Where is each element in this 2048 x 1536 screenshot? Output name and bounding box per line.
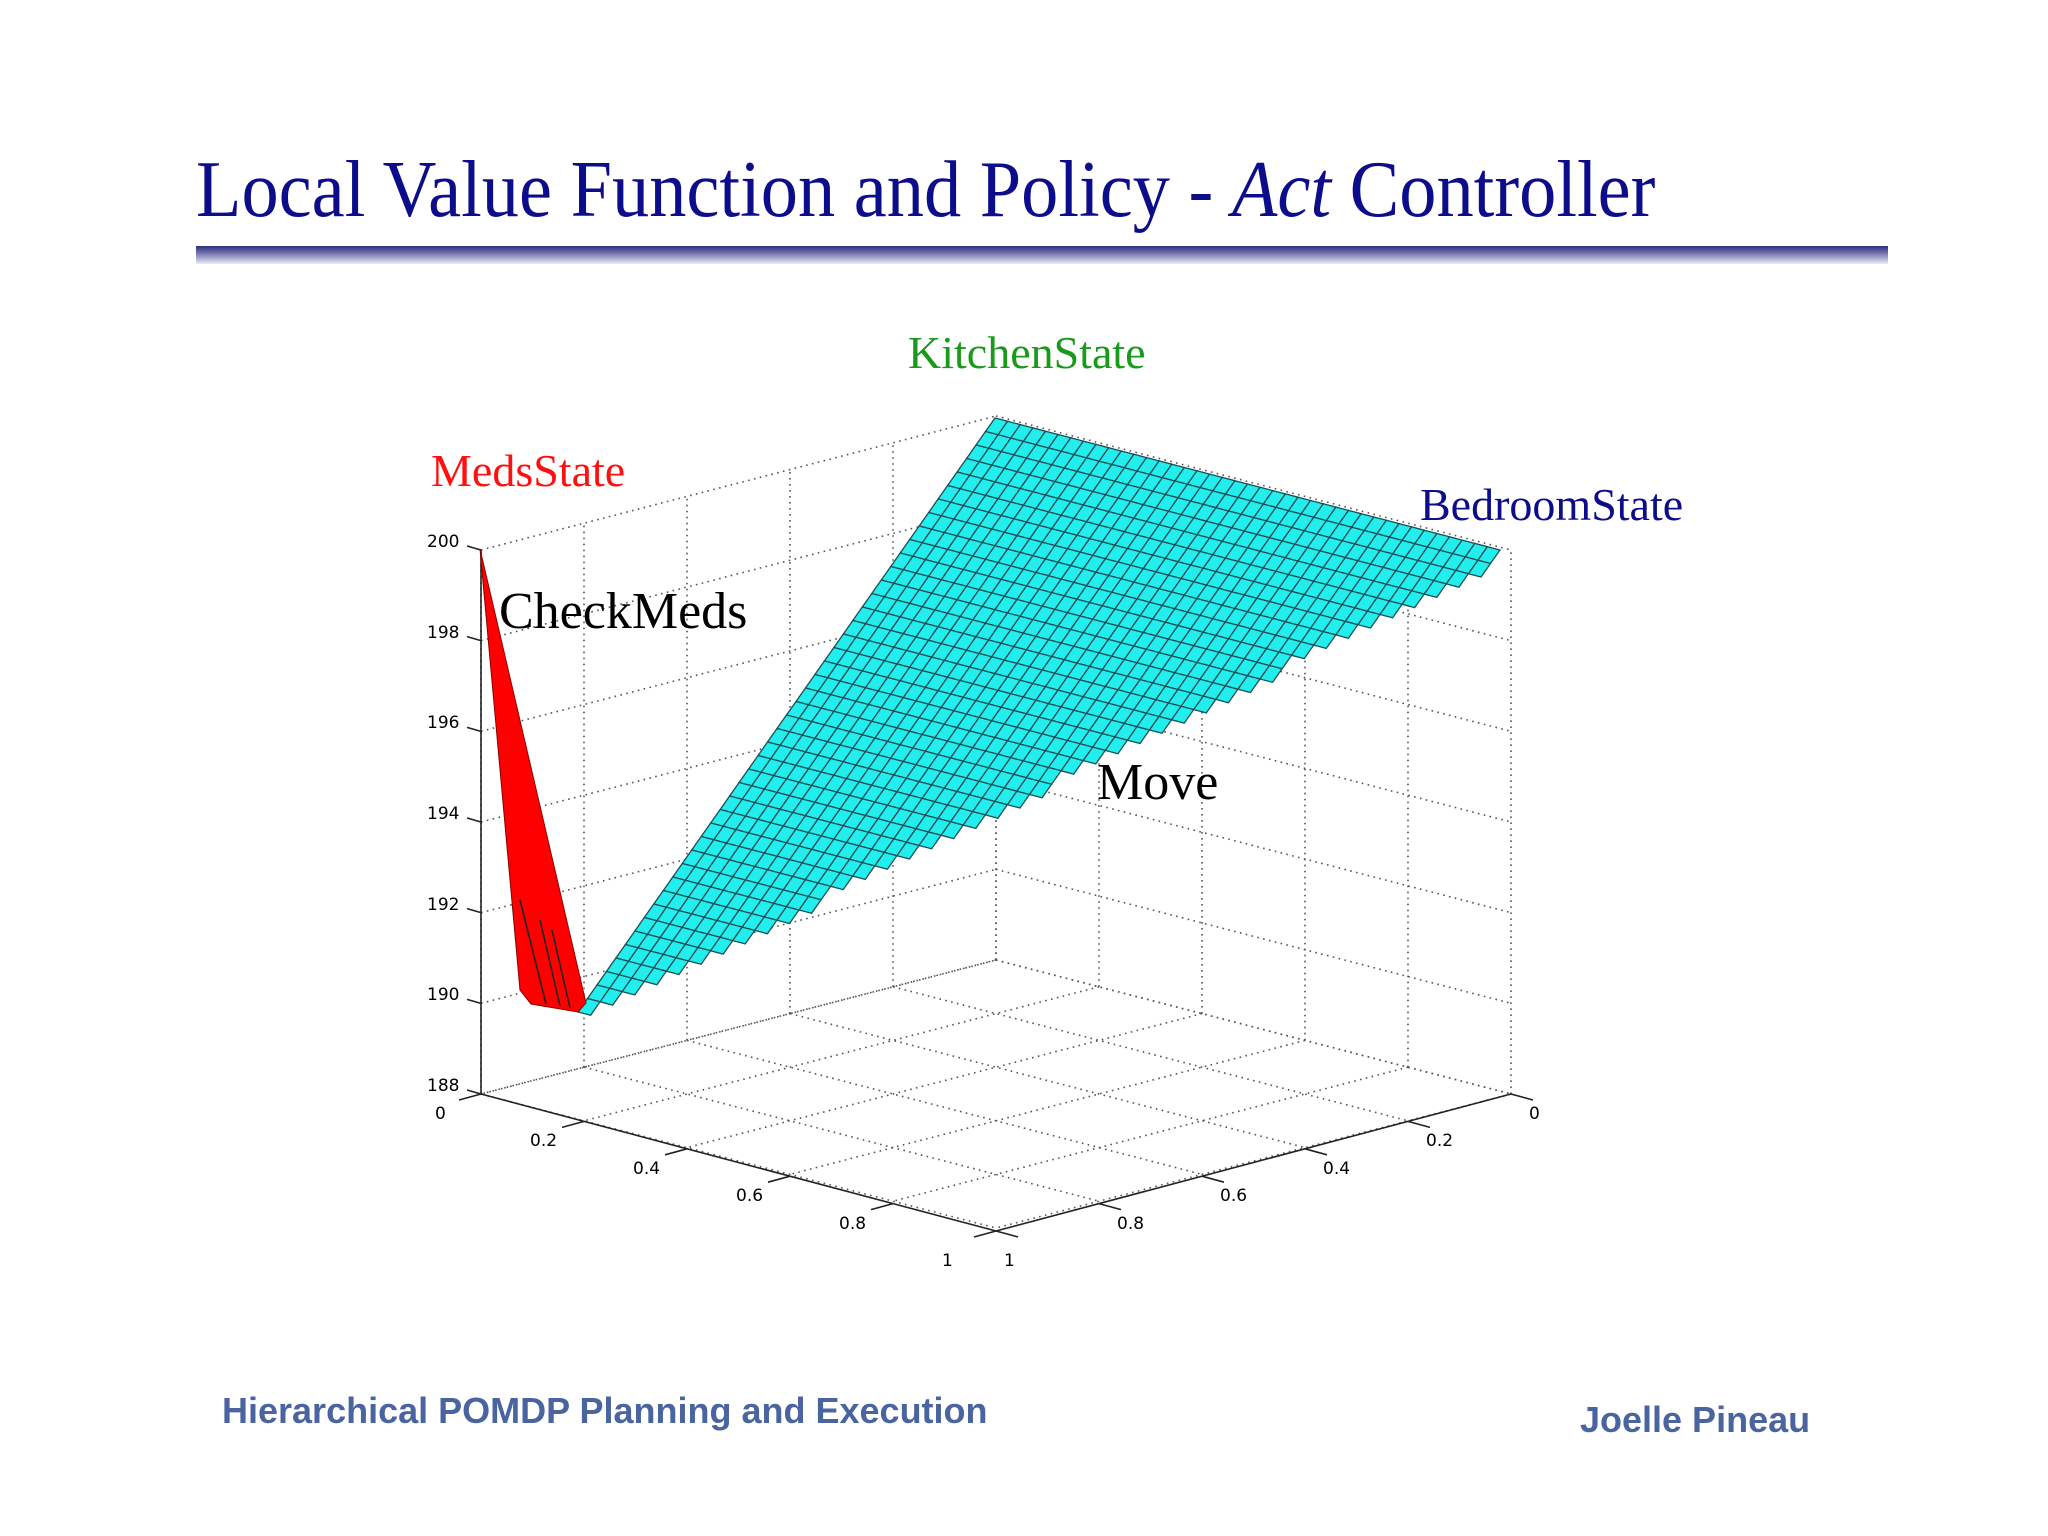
footer-author: Joelle Pineau: [1580, 1399, 1811, 1440]
axes-lines: [458, 545, 1534, 1238]
x-tick-label: 0.8: [839, 1213, 867, 1234]
bedroom-state-label: BedroomState: [1420, 479, 1684, 530]
z-tick-label: 190: [427, 985, 460, 1006]
footer-presentation-title: Hierarchical POMDP Planning and Executio…: [222, 1390, 988, 1431]
z-tick-label: 200: [427, 532, 460, 552]
title-underline: [196, 246, 1888, 264]
x-tick-label: 0.2: [530, 1131, 558, 1152]
move-action-label: Move: [1097, 754, 1219, 811]
y-tick-label: 1: [1004, 1251, 1015, 1271]
z-tick-label: 196: [427, 713, 460, 734]
y-tick-label: 0: [1529, 1104, 1540, 1124]
move-surface: [576, 417, 1502, 1017]
kitchen-state-label: KitchenState: [908, 327, 1146, 378]
meds-state-label: MedsState: [431, 445, 626, 496]
y-tick-label: 0.2: [1426, 1131, 1454, 1152]
z-tick-label: 188: [427, 1076, 460, 1096]
z-tick-label: 192: [427, 894, 460, 915]
x-tick-label: 0.4: [633, 1158, 661, 1179]
checkmeds-action-label: CheckMeds: [499, 583, 748, 640]
slide-title: Local Value Function and Policy - Act Co…: [196, 146, 1656, 234]
z-tick-label: 198: [427, 622, 460, 643]
x-tick-label: 0.6: [736, 1186, 764, 1207]
x-tick-label: 1: [942, 1251, 953, 1271]
y-tick-label: 0.4: [1323, 1158, 1351, 1179]
y-tick-label: 0.8: [1117, 1213, 1145, 1234]
checkmeds-surface: [479, 548, 587, 1013]
y-tick-label: 0.6: [1220, 1186, 1248, 1207]
z-tick-label: 194: [427, 804, 460, 824]
x-tick-label: 0: [435, 1104, 446, 1124]
